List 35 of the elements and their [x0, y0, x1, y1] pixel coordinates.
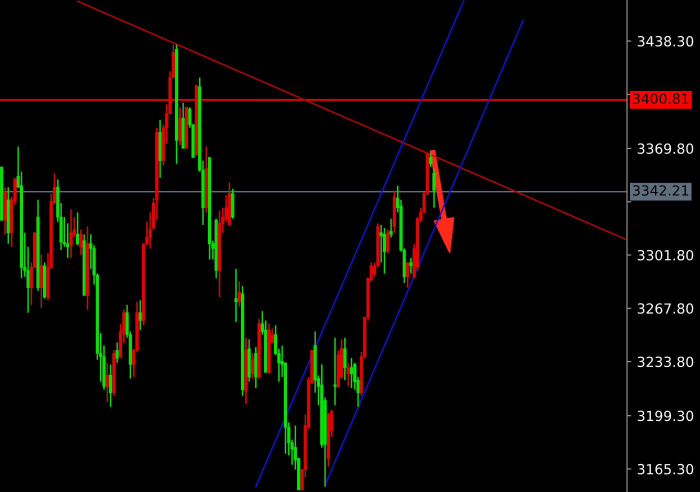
y-tick-label: 3199.30 — [638, 410, 694, 422]
candlestick — [343, 337, 346, 381]
candlestick — [76, 212, 80, 246]
candlestick — [106, 362, 109, 403]
candlestick — [346, 362, 350, 388]
candlestick — [254, 346, 258, 389]
candlestick — [116, 342, 119, 364]
line-series — [76, 0, 626, 240]
candlestick — [350, 357, 354, 389]
candlestick — [178, 106, 182, 146]
candlestick — [432, 168, 436, 208]
y-tick-label: 3369.80 — [638, 143, 694, 154]
ref-line-label: 3400.81 — [633, 93, 688, 104]
candlestick — [234, 268, 238, 323]
candlestick — [40, 254, 43, 309]
candlestick — [409, 257, 412, 274]
candlestick — [138, 299, 142, 331]
candlestick — [250, 352, 254, 380]
line-series — [324, 20, 524, 486]
y-tick-label: 3301.80 — [638, 250, 694, 260]
candlestick — [238, 280, 241, 308]
y-tick-label: 3267.80 — [638, 303, 694, 314]
y-tick-label: 3233.80 — [638, 356, 694, 368]
candlestick — [108, 364, 112, 408]
candlestick — [406, 262, 410, 288]
ref-line-label: 3342.21 — [633, 185, 688, 196]
candlestick — [382, 227, 386, 274]
candlestick — [79, 228, 82, 256]
candlestick — [231, 188, 234, 220]
line-series — [255, 0, 464, 488]
candlestick — [429, 152, 432, 168]
y-tick-label: 3438.30 — [638, 36, 694, 47]
candlestick — [386, 228, 390, 254]
y-tick-label: 3165.30 — [638, 464, 694, 474]
candlestick — [69, 208, 73, 259]
